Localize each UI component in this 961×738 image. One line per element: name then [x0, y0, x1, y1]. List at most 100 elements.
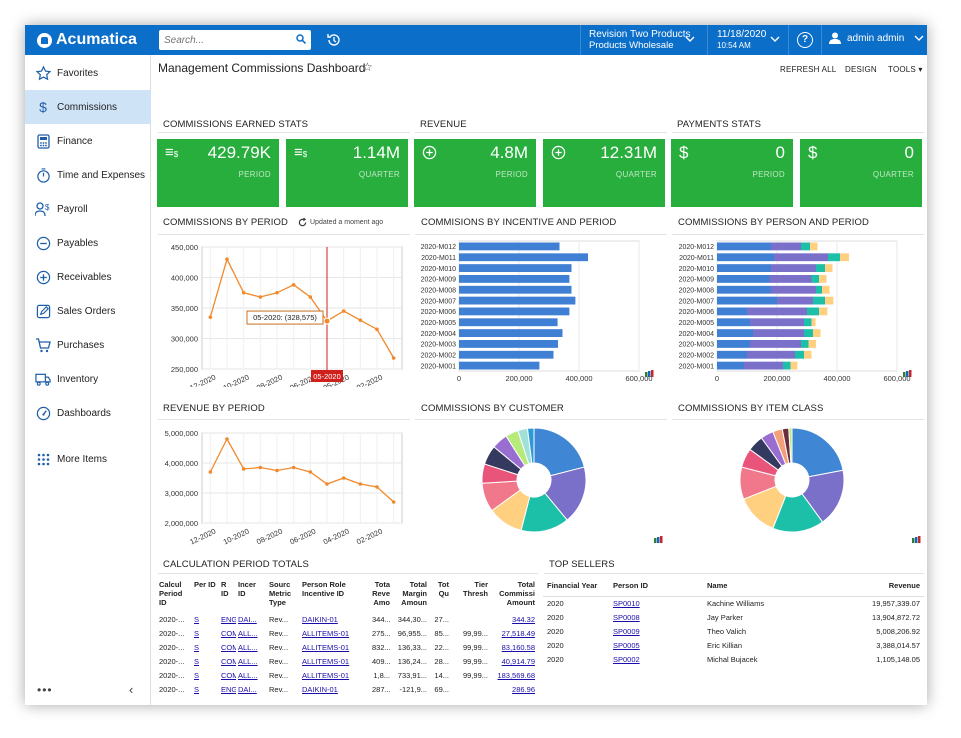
cell-link[interactable]: S — [194, 670, 200, 680]
cell-link[interactable]: ALL... — [238, 670, 258, 680]
cell-link[interactable]: 183,569.68 — [497, 670, 535, 680]
column-header[interactable]: Revenue — [823, 576, 924, 597]
sidebar-item-commissions[interactable]: $ Commissions — [25, 90, 151, 124]
cell-link[interactable]: ENG — [221, 614, 236, 624]
sidebar-item-finance[interactable]: Finance — [25, 124, 151, 158]
table-row[interactable]: 2020 SP0009 Theo Valich 5,008,206.92 — [543, 624, 924, 638]
table-row[interactable]: 2020 SP0008 Jay Parker 13,904,872.72 — [543, 610, 924, 624]
revenue-quarter-tile[interactable]: 12.31M QUARTER — [543, 139, 665, 207]
sidebar-more-icon[interactable]: ••• — [37, 683, 53, 697]
column-header[interactable]: Total Margin Amoun — [401, 580, 427, 607]
branch-selector[interactable]: Revision Two Products Products Wholesale — [589, 29, 691, 51]
cell-link[interactable]: DAIKIN-01 — [302, 614, 338, 624]
person-id-link[interactable]: SP0002 — [613, 654, 640, 664]
cell-link[interactable]: DAI... — [238, 684, 257, 694]
sidebar-item-more-items[interactable]: More Items — [25, 442, 151, 476]
sidebar-item-favorites[interactable]: Favorites — [25, 56, 151, 90]
cell-link[interactable]: ENG — [221, 684, 236, 694]
table-row[interactable]: 2020-... S COM ALL... Rev... ALLITEMS-01 832..… — [157, 640, 537, 654]
payments-period-tile[interactable]: $0 PERIOD — [671, 139, 793, 207]
payments-quarter-tile[interactable]: $0 QUARTER — [800, 139, 922, 207]
table-row[interactable]: 2020 SP0002 Michal Bujacek 1,105,148.05 — [543, 652, 924, 666]
table-row[interactable]: 2020-... S COM ALL... Rev... ALLITEMS-01 1,8..… — [157, 668, 537, 682]
help-icon[interactable]: ? — [797, 32, 813, 48]
revenue-by-period-chart[interactable]: 5,000,000 4,000,000 3,000,000 2,000,00012-2… — [152, 423, 410, 549]
person-id-link[interactable]: SP0010 — [613, 598, 640, 608]
column-header[interactable]: Tota Reve Amo — [372, 580, 390, 607]
column-header[interactable]: Sourc Metric Type — [269, 580, 292, 607]
design-button[interactable]: DESIGN — [845, 65, 877, 74]
cell-link[interactable]: S — [194, 656, 200, 666]
table-row[interactable]: 2020-... S COM ALL... Rev... ALLITEMS-01 409..… — [157, 654, 537, 668]
search-box[interactable] — [159, 30, 311, 51]
chevron-down-icon[interactable] — [770, 35, 780, 43]
table-row[interactable]: 2020-... S COM ALL... Rev... ALLITEMS-01 275..… — [157, 626, 537, 640]
cell-link[interactable]: ALLITEMS-01 — [302, 670, 350, 680]
table-row[interactable]: 2020-... S ENG DAI... Rev... DAIKIN-01 287... -… — [157, 682, 537, 696]
collapse-sidebar-icon[interactable]: ‹ — [129, 682, 134, 697]
cell-link[interactable]: DAIKIN-01 — [302, 684, 338, 694]
cell-link[interactable]: COM — [221, 670, 236, 680]
column-header[interactable]: Name — [703, 576, 823, 597]
chevron-down-icon[interactable] — [685, 35, 695, 43]
search-input[interactable] — [159, 30, 289, 51]
cell-link[interactable]: ALL... — [238, 642, 258, 652]
commissions-by-incentive-chart[interactable]: 0 200,000 400,000 600,000 2020-M012 2020-M011… — [414, 237, 672, 387]
person-id-link[interactable]: SP0009 — [613, 626, 640, 636]
brand-logo[interactable]: Acumatica — [37, 31, 137, 49]
column-header[interactable]: Per ID — [194, 580, 216, 589]
cell-link[interactable]: ALLITEMS-01 — [302, 628, 350, 638]
sidebar-item-dashboards[interactable]: Dashboards — [25, 396, 151, 430]
tools-menu[interactable]: TOOLS ▾ — [888, 65, 923, 74]
sidebar-item-receivables[interactable]: Receivables — [25, 260, 151, 294]
commissions-quarter-tile[interactable]: ≡$ 1.14M QUARTER — [286, 139, 408, 207]
sidebar-item-sales-orders[interactable]: Sales Orders — [25, 294, 151, 328]
commissions-by-itemclass-chart[interactable] — [672, 423, 927, 549]
column-header[interactable]: Tot Qu — [437, 580, 449, 598]
cell-link[interactable]: S — [194, 684, 200, 694]
column-header[interactable]: Total Commissi Amount — [499, 580, 535, 607]
person-id-link[interactable]: SP0008 — [613, 612, 640, 622]
chevron-down-icon[interactable] — [914, 34, 924, 42]
cell-link[interactable]: COM — [221, 656, 236, 666]
table-row[interactable]: 2020-... S ENG DAI... Rev... DAIKIN-01 344... 3… — [157, 612, 537, 626]
cell-link[interactable]: S — [194, 628, 200, 638]
cell-link[interactable]: S — [194, 614, 200, 624]
column-header[interactable]: R ID — [221, 580, 229, 598]
sidebar-item-inventory[interactable]: Inventory — [25, 362, 151, 396]
business-date-selector[interactable]: 11/18/2020 10:54 AM — [717, 29, 766, 51]
column-header[interactable]: Financial Year — [543, 576, 609, 597]
cell-link[interactable]: COM — [221, 642, 236, 652]
revenue-period-tile[interactable]: 4.8M PERIOD — [414, 139, 536, 207]
cell-link[interactable]: 83,160.58 — [501, 642, 535, 652]
cell-link[interactable]: 344.32 — [512, 614, 535, 624]
cell-link[interactable]: COM — [221, 628, 236, 638]
cell-link[interactable]: S — [194, 642, 200, 652]
table-row[interactable]: 2020 SP0010 Kachine Williams 19,957,339.07 — [543, 596, 924, 610]
user-menu[interactable]: admin admin — [829, 32, 924, 44]
commissions-by-customer-chart[interactable] — [414, 423, 672, 549]
sidebar-item-payroll[interactable]: $ Payroll — [25, 192, 151, 226]
refresh-icon[interactable] — [298, 218, 307, 227]
column-header[interactable]: Calcul Period ID — [159, 580, 183, 607]
table-row[interactable]: 2020 SP0005 Eric Killian 3,388,014.57 — [543, 638, 924, 652]
cell-link[interactable]: 286.96 — [512, 684, 535, 694]
person-id-link[interactable]: SP0005 — [613, 640, 640, 650]
commissions-by-person-chart[interactable]: 0 200,000 400,000 600,000 2020-M012 2020-M011… — [672, 237, 927, 387]
column-header[interactable]: Person ID — [609, 576, 703, 597]
column-header[interactable]: Person Role Incentive ID — [302, 580, 346, 598]
cell-link[interactable]: ALLITEMS-01 — [302, 642, 350, 652]
search-icon[interactable] — [296, 34, 306, 44]
cell-link[interactable]: 27,518.49 — [501, 628, 535, 638]
cell-link[interactable]: ALLITEMS-01 — [302, 656, 350, 666]
sidebar-item-purchases[interactable]: Purchases — [25, 328, 151, 362]
cell-link[interactable]: 40,914.79 — [501, 656, 535, 666]
favorite-star-icon[interactable]: ☆ — [362, 60, 373, 74]
history-icon[interactable] — [325, 31, 343, 49]
cell-link[interactable]: ALL... — [238, 656, 258, 666]
commissions-by-period-chart[interactable]: 450,000 400,000 350,000 300,000 250,00012-20… — [152, 237, 410, 387]
cell-link[interactable]: ALL... — [238, 628, 258, 638]
sidebar-item-time-and-expenses[interactable]: Time and Expenses — [25, 158, 151, 192]
column-header[interactable]: Tier Thresh — [462, 580, 488, 598]
refresh-all-button[interactable]: REFRESH ALL — [780, 65, 837, 74]
